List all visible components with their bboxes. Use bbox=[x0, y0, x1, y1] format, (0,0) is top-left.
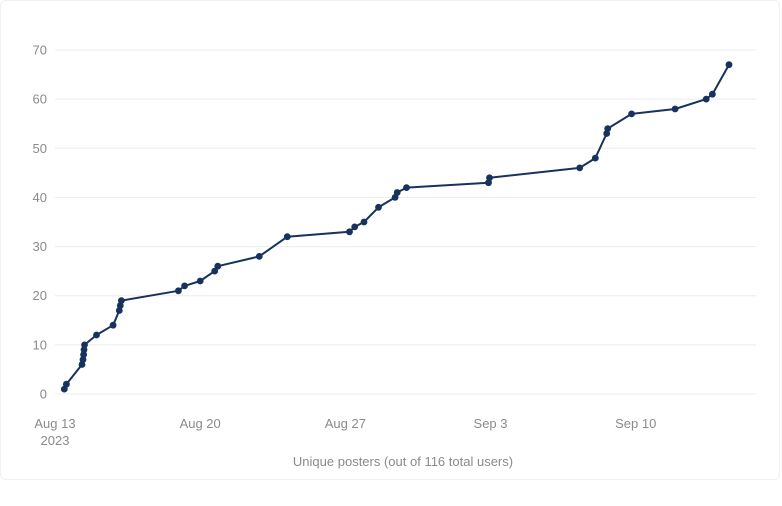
data-point bbox=[181, 282, 189, 290]
y-tick-label: 60 bbox=[33, 92, 47, 107]
data-point bbox=[81, 341, 88, 349]
gridlines bbox=[55, 49, 756, 395]
data-point bbox=[628, 110, 635, 118]
y-tick-label: 10 bbox=[33, 337, 47, 352]
data-point bbox=[196, 277, 204, 285]
chart-card: 0 10 20 30 40 50 60 70 Aug 13 2023 Aug 20 Aug 27 Se… bbox=[0, 0, 780, 480]
y-tick-label: 50 bbox=[33, 141, 47, 156]
y-tick-label: 40 bbox=[33, 190, 47, 205]
data-point bbox=[393, 189, 401, 196]
data-point bbox=[360, 218, 368, 226]
x-axis-title: Unique posters (out of 116 total users) bbox=[293, 454, 513, 469]
data-point bbox=[604, 125, 612, 132]
y-tick-label: 20 bbox=[33, 288, 47, 303]
data-point bbox=[175, 287, 182, 295]
x-tick-label: Sep 3 bbox=[474, 416, 508, 431]
data-point bbox=[109, 321, 117, 329]
x-tick-label: Sep 10 bbox=[615, 416, 656, 431]
data-point bbox=[725, 61, 733, 69]
data-point bbox=[576, 164, 584, 172]
data-point bbox=[403, 184, 410, 192]
data-point bbox=[486, 174, 493, 182]
x-tick-label: Aug 13 bbox=[34, 416, 75, 431]
y-tick-label: 30 bbox=[33, 239, 47, 254]
data-point bbox=[214, 262, 222, 270]
x-tick-label: Aug 20 bbox=[180, 416, 221, 431]
data-point bbox=[211, 267, 219, 275]
data-point bbox=[255, 253, 263, 260]
x-axis-ticks: Aug 13 2023 Aug 20 Aug 27 Sep 3 Sep 10 bbox=[34, 416, 656, 448]
data-point bbox=[283, 233, 291, 241]
data-point bbox=[351, 223, 359, 231]
data-point bbox=[63, 380, 70, 388]
data-point bbox=[702, 95, 710, 103]
x-tick-sublabel: 2023 bbox=[41, 433, 70, 448]
y-tick-label: 0 bbox=[40, 387, 47, 402]
line-chart: 0 10 20 30 40 50 60 70 Aug 13 2023 Aug 20 Aug 27 Se… bbox=[33, 43, 756, 469]
x-tick-label: Aug 27 bbox=[325, 416, 366, 431]
y-tick-label: 70 bbox=[33, 43, 47, 58]
data-point bbox=[346, 228, 353, 236]
data-points bbox=[60, 61, 733, 393]
data-point bbox=[591, 154, 599, 162]
data-point bbox=[709, 90, 716, 98]
data-point bbox=[671, 105, 679, 113]
data-point bbox=[80, 351, 87, 359]
data-point bbox=[93, 331, 100, 339]
data-point bbox=[80, 346, 88, 354]
data-point bbox=[375, 203, 382, 211]
y-axis-ticks: 0 10 20 30 40 50 60 70 bbox=[33, 43, 47, 402]
data-point bbox=[118, 297, 125, 304]
